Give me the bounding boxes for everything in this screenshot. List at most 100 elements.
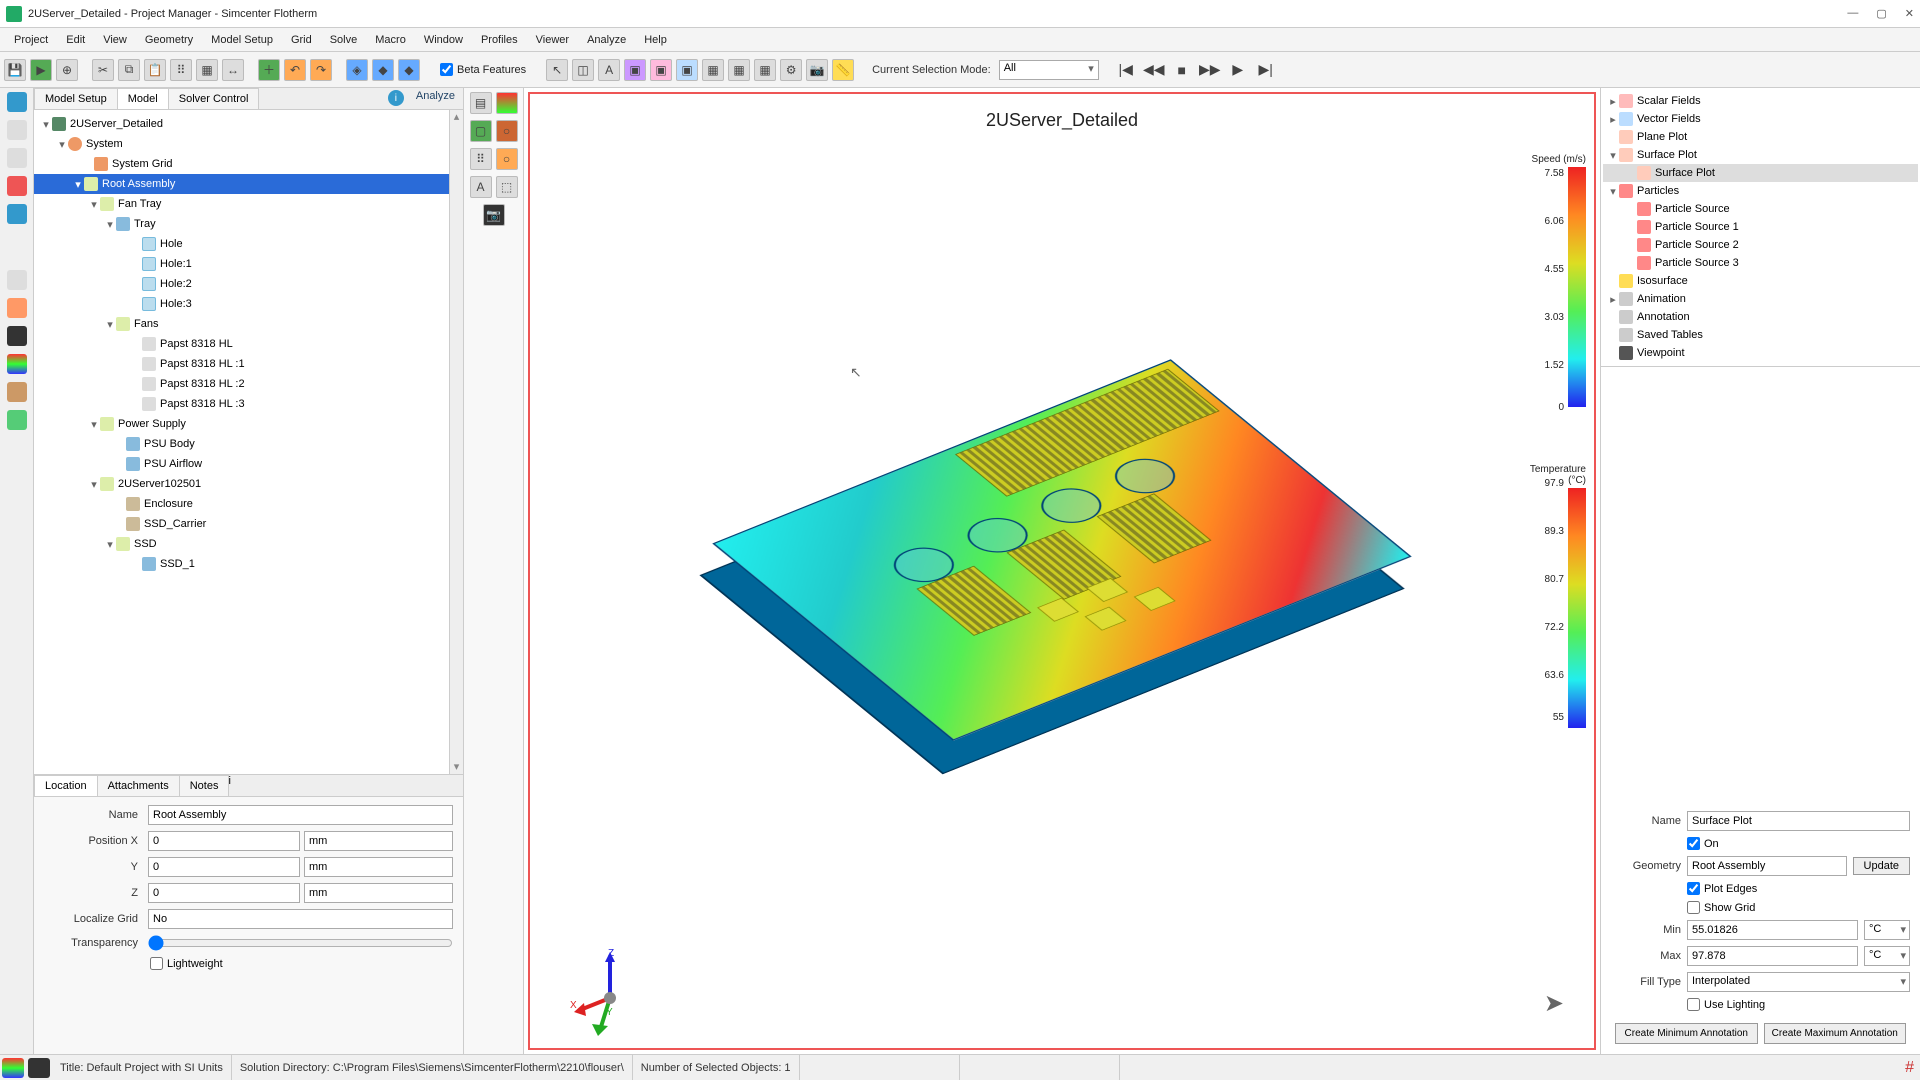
menu-view[interactable]: View xyxy=(95,32,135,48)
model-tree[interactable]: ▾2UServer_Detailed ▾System System Grid ▾… xyxy=(34,110,449,774)
tree-ssd1[interactable]: SSD_1 xyxy=(34,554,449,574)
vt-icon2[interactable]: ▢ xyxy=(470,120,492,142)
tree-hole[interactable]: Hole xyxy=(34,234,449,254)
menu-help[interactable]: Help xyxy=(636,32,675,48)
tree-enclosure[interactable]: Enclosure xyxy=(34,494,449,514)
tab-location[interactable]: Location xyxy=(34,775,98,796)
tree-psu-body[interactable]: PSU Body xyxy=(34,434,449,454)
rail-info-icon[interactable] xyxy=(7,92,27,112)
posz-unit[interactable] xyxy=(304,883,453,903)
vt-palette-icon[interactable] xyxy=(496,92,518,114)
play-play-icon[interactable]: ▶ xyxy=(1227,59,1249,81)
sb-c-icon[interactable] xyxy=(28,1058,50,1078)
create-max-annotation-button[interactable]: Create Maximum Annotation xyxy=(1764,1023,1907,1044)
rail-eye-icon[interactable] xyxy=(7,120,27,140)
camera-icon[interactable]: 📷 xyxy=(806,59,828,81)
r-grid-checkbox[interactable] xyxy=(1687,901,1700,914)
r-on-checkbox[interactable] xyxy=(1687,837,1700,850)
menu-solve[interactable]: Solve xyxy=(322,32,366,48)
run-icon[interactable]: ▶ xyxy=(30,59,52,81)
rail-help-icon[interactable] xyxy=(7,204,27,224)
close-button[interactable]: ✕ xyxy=(1905,7,1914,20)
rt-plane[interactable]: Plane Plot xyxy=(1603,128,1918,146)
vt-icon6[interactable]: A xyxy=(470,176,492,198)
play-next-icon[interactable]: ▶▶ xyxy=(1199,59,1221,81)
vt-icon1[interactable]: ▤ xyxy=(470,92,492,114)
settings-icon[interactable]: ⚙ xyxy=(780,59,802,81)
rail-layer1-icon[interactable] xyxy=(7,270,27,290)
rail-palette-icon[interactable] xyxy=(7,354,27,374)
posy-input[interactable] xyxy=(148,857,300,877)
rt-psrc2[interactable]: Particle Source 2 xyxy=(1603,236,1918,254)
tab-notes[interactable]: Notes xyxy=(179,775,230,796)
rail-c-icon[interactable] xyxy=(7,326,27,346)
array-icon[interactable]: ⠿ xyxy=(170,59,192,81)
tree-hole3[interactable]: Hole:3 xyxy=(34,294,449,314)
axis-triad[interactable]: Z X Y xyxy=(570,948,640,1018)
tree-psu-airflow[interactable]: PSU Airflow xyxy=(34,454,449,474)
tree-hole2[interactable]: Hole:2 xyxy=(34,274,449,294)
tree-scrollbar[interactable]: ▴ ▾ xyxy=(449,110,463,774)
vt-icon7[interactable]: ⬚ xyxy=(496,176,518,198)
rt-annot[interactable]: Annotation xyxy=(1603,308,1918,326)
r-min-unit[interactable]: °C xyxy=(1864,920,1910,940)
transparency-slider[interactable] xyxy=(148,935,453,951)
play-prev-icon[interactable]: ◀◀ xyxy=(1143,59,1165,81)
posy-unit[interactable] xyxy=(304,857,453,877)
cube-solid-icon[interactable]: ◆ xyxy=(372,59,394,81)
results-tree[interactable]: ▸Scalar Fields ▸Vector Fields Plane Plot… xyxy=(1601,88,1920,367)
panel-help-icon[interactable]: i xyxy=(388,90,404,106)
viewport-canvas[interactable]: 2UServer_Detailed xyxy=(528,92,1596,1050)
tree-fans[interactable]: ▾Fans xyxy=(34,314,449,334)
menu-macro[interactable]: Macro xyxy=(367,32,414,48)
tree-hole1[interactable]: Hole:1 xyxy=(34,254,449,274)
beta-features-checkbox[interactable]: Beta Features xyxy=(434,63,532,76)
analyze-label[interactable]: Analyze xyxy=(408,88,463,109)
measure-icon[interactable]: ↔ xyxy=(222,59,244,81)
menu-window[interactable]: Window xyxy=(416,32,471,48)
grid-icon[interactable]: ▦ xyxy=(196,59,218,81)
tree-ssd[interactable]: ▾SSD xyxy=(34,534,449,554)
save-icon[interactable]: 💾 xyxy=(4,59,26,81)
r-lighting-checkbox[interactable] xyxy=(1687,998,1700,1011)
rt-psrc3[interactable]: Particle Source 3 xyxy=(1603,254,1918,272)
view-grid2-icon[interactable]: ▦ xyxy=(728,59,750,81)
menu-analyze[interactable]: Analyze xyxy=(579,32,634,48)
tree-psu[interactable]: ▾Power Supply xyxy=(34,414,449,434)
tab-model-setup[interactable]: Model Setup xyxy=(34,88,118,109)
cube-wire-icon[interactable]: ◈ xyxy=(346,59,368,81)
tree-fan0[interactable]: Papst 8318 HL xyxy=(34,334,449,354)
tab-attachments[interactable]: Attachments xyxy=(97,775,180,796)
cut-icon[interactable]: ✂ xyxy=(92,59,114,81)
view-grid3-icon[interactable]: ▦ xyxy=(754,59,776,81)
r-name-input[interactable] xyxy=(1687,811,1910,831)
vt-icon4[interactable]: ⠿ xyxy=(470,148,492,170)
tree-root-assembly[interactable]: ▾Root Assembly xyxy=(34,174,449,194)
rt-psrc1[interactable]: Particle Source 1 xyxy=(1603,218,1918,236)
rt-vector[interactable]: ▸Vector Fields xyxy=(1603,110,1918,128)
view-front-icon[interactable]: ▣ xyxy=(624,59,646,81)
maximize-button[interactable]: ▢ xyxy=(1876,7,1886,20)
text-icon[interactable]: A xyxy=(598,59,620,81)
rail-record-icon[interactable] xyxy=(7,176,27,196)
rt-psrc[interactable]: Particle Source xyxy=(1603,200,1918,218)
sb-cube-icon[interactable] xyxy=(2,1058,24,1078)
rail-sh-icon[interactable] xyxy=(7,410,27,430)
menu-geometry[interactable]: Geometry xyxy=(137,32,201,48)
localize-input[interactable] xyxy=(148,909,453,929)
r-fill-select[interactable]: Interpolated xyxy=(1687,972,1910,992)
create-min-annotation-button[interactable]: Create Minimum Annotation xyxy=(1615,1023,1758,1044)
tree-system-grid[interactable]: System Grid xyxy=(34,154,449,174)
redo-icon[interactable]: ↷ xyxy=(310,59,332,81)
vt-camera-icon[interactable]: 📷 xyxy=(483,204,505,226)
prop-help-icon[interactable]: i xyxy=(228,775,230,796)
tree-fan2[interactable]: Papst 8318 HL :2 xyxy=(34,374,449,394)
nav-cursor-icon[interactable]: ➤ xyxy=(1544,989,1564,1018)
add-icon[interactable]: ＋ xyxy=(258,59,280,81)
rail-material-icon[interactable] xyxy=(7,382,27,402)
tree-fan-tray[interactable]: ▾Fan Tray xyxy=(34,194,449,214)
tree-fan1[interactable]: Papst 8318 HL :1 xyxy=(34,354,449,374)
minimize-button[interactable]: — xyxy=(1847,7,1858,20)
tree-root[interactable]: ▾2UServer_Detailed xyxy=(34,114,449,134)
tree-ssd-carrier[interactable]: SSD_Carrier xyxy=(34,514,449,534)
